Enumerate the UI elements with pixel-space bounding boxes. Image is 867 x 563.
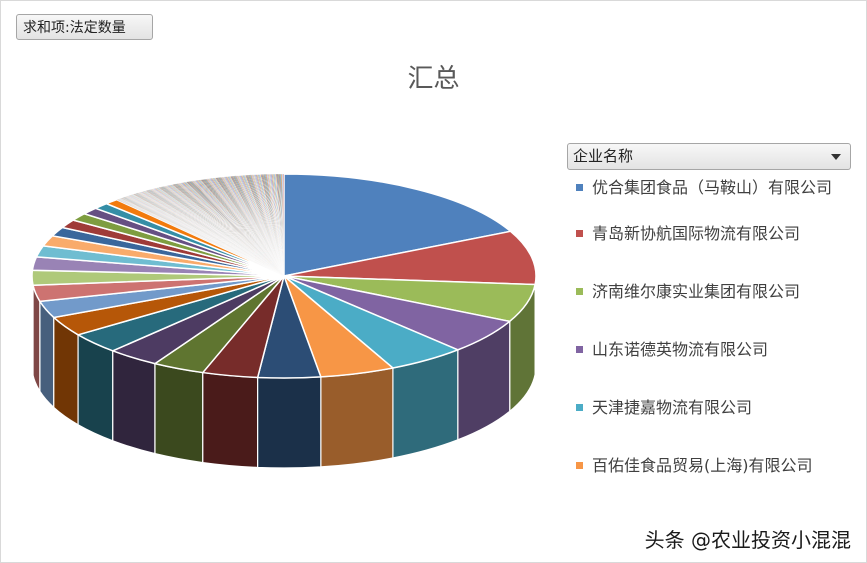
legend-label: 山东诺德英物流有限公司 (592, 340, 769, 359)
pie-slice-side (257, 376, 322, 469)
watermark: 头条 @农业投资小混混 (644, 528, 851, 552)
pie-slice-side (202, 371, 259, 469)
pie-slice[interactable] (282, 173, 285, 277)
legend-item[interactable]: 百佑佳食品贸易(上海)有限公司 (576, 454, 861, 500)
pie-slice[interactable] (283, 173, 513, 277)
legend-field-dropdown[interactable]: 企业名称 (567, 143, 851, 170)
legend-swatch (576, 230, 583, 237)
legend-field-label: 企业名称 (573, 147, 634, 165)
legend-label: 青岛新协航国际物流有限公司 (592, 224, 801, 243)
pie-slice[interactable] (283, 230, 537, 286)
legend-swatch (576, 462, 583, 469)
legend-label: 天津捷嘉物流有限公司 (592, 398, 753, 417)
pie-slice-side (112, 349, 156, 455)
pie-slice-side (154, 362, 204, 464)
legend-label: 济南维尔康实业集团有限公司 (592, 282, 801, 301)
chart-title: 汇总 (407, 64, 460, 94)
value-field-button[interactable]: 求和项:法定数量 (16, 14, 153, 40)
chevron-down-icon[interactable] (831, 154, 841, 160)
chart-legend: 优合集团食品（马鞍山）有限公司 青岛新协航国际物流有限公司 济南维尔康实业集团有限公… (576, 176, 861, 500)
legend-item[interactable]: 青岛新协航国际物流有限公司 (576, 222, 861, 280)
pie-slice-side (32, 285, 41, 394)
legend-swatch (576, 404, 583, 411)
legend-swatch (576, 346, 583, 353)
legend-item[interactable]: 山东诺德英物流有限公司 (576, 338, 861, 396)
legend-label: 百佑佳食品贸易(上海)有限公司 (592, 456, 813, 475)
legend-swatch (576, 288, 583, 295)
legend-item[interactable]: 优合集团食品（马鞍山）有限公司 (576, 176, 861, 222)
legend-label: 优合集团食品（马鞍山）有限公司 (592, 178, 833, 197)
pie-slice-side (77, 333, 114, 442)
pie-slice-side (53, 316, 79, 426)
legend-swatch (576, 184, 583, 191)
pie-slice-side (320, 367, 394, 468)
legend-item[interactable]: 济南维尔康实业集团有限公司 (576, 280, 861, 338)
legend-item[interactable]: 天津捷嘉物流有限公司 (576, 396, 861, 454)
pie-slice-side (39, 299, 55, 409)
